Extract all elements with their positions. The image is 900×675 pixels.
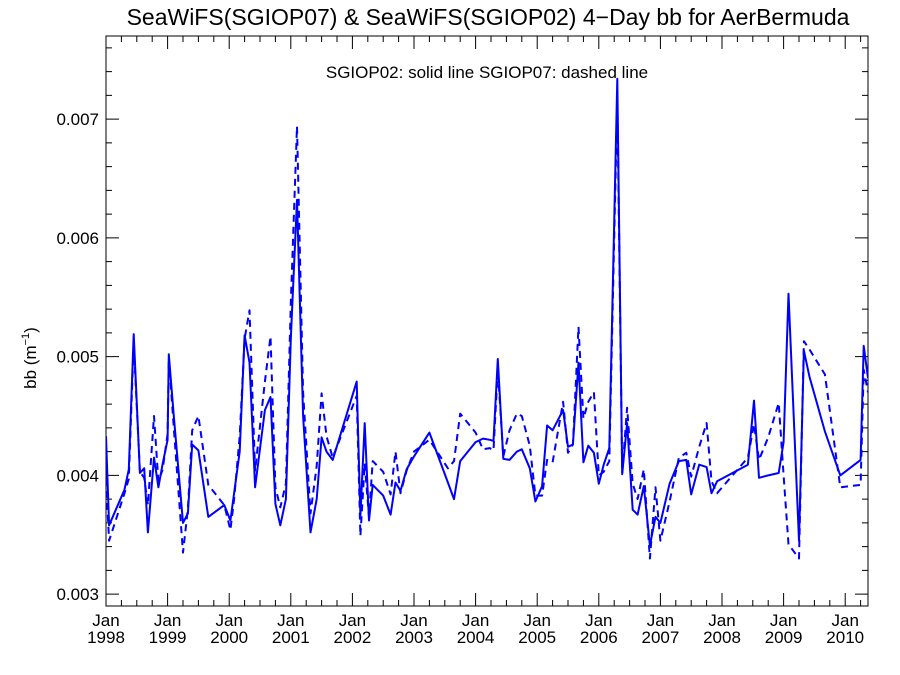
y-axis-label-end: ) [21,327,40,333]
series-line-dashed [106,96,868,560]
x-tick-label-month: Jan [339,611,366,630]
y-tick-label: 0.003 [56,585,99,604]
x-tick-label-year: 2001 [272,628,310,647]
chart-annotation: SGIOP02: solid line SGIOP07: dashed line [326,63,648,82]
y-axis-label: bb (m−1) [20,327,40,389]
y-tick-label: 0.005 [56,348,99,367]
y-tick-label: 0.007 [56,110,99,129]
x-tick-label-year: 2010 [826,628,864,647]
x-tick-label-year: 2009 [765,628,803,647]
x-tick-label-month: Jan [831,611,858,630]
x-tick-label-month: Jan [708,611,735,630]
x-tick-label-year: 2002 [333,628,371,647]
series-line-solid [106,77,868,547]
x-tick-label-month: Jan [154,611,181,630]
x-tick-label-year: 1998 [87,628,125,647]
x-tick-label-year: 2004 [457,628,495,647]
x-tick-label-month: Jan [585,611,612,630]
x-tick-label-year: 2008 [703,628,741,647]
plot-area: 0.0030.0040.0050.0060.007Jan1998Jan1999J… [56,35,869,647]
x-tick-label-month: Jan [462,611,489,630]
x-tick-label-month: Jan [277,611,304,630]
x-tick-label-month: Jan [92,611,119,630]
y-axis-label-superscript: −1 [20,333,32,346]
x-tick-label-year: 2000 [210,628,248,647]
x-tick-label-year: 2007 [641,628,679,647]
x-tick-label-year: 2006 [580,628,618,647]
x-tick-label-month: Jan [770,611,797,630]
x-tick-label-year: 1999 [149,628,187,647]
chart-title: SeaWiFS(SGIOP07) & SeaWiFS(SGIOP02) 4−Da… [127,4,850,30]
plot-frame [105,35,869,607]
y-tick-label: 0.006 [56,229,99,248]
x-tick-label-year: 2003 [395,628,433,647]
x-tick-label-month: Jan [215,611,242,630]
y-axis-label-text: bb (m [21,345,40,388]
y-tick-label: 0.004 [56,466,99,485]
x-tick-label-month: Jan [647,611,674,630]
x-tick-label-year: 2005 [518,628,556,647]
x-tick-label-month: Jan [523,611,550,630]
x-tick-label-month: Jan [400,611,427,630]
